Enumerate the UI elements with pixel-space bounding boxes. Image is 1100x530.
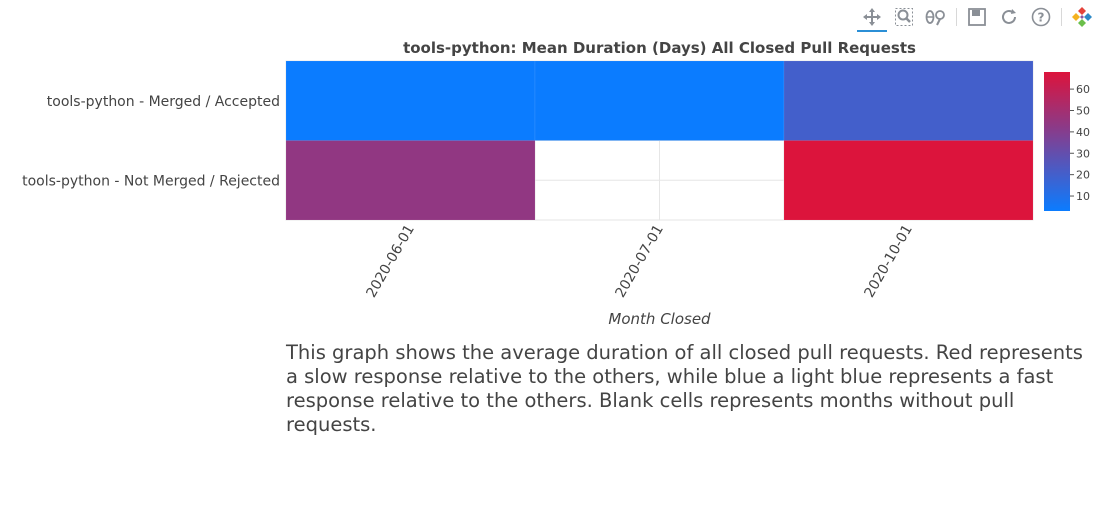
colorbar-tick-label: 50 [1076,104,1090,117]
x-tick-label: 2020-07-01 [612,222,667,300]
heatmap-cell[interactable] [534,60,785,141]
y-tick-label: tools-python - Not Merged / Rejected [22,173,280,189]
help-tool-icon[interactable]: ? [1029,5,1053,29]
pan-tool-icon[interactable] [857,5,887,32]
heatmap-cell[interactable] [285,140,536,221]
colorbar-tick-label: 30 [1076,147,1090,160]
x-tick-label: 2020-06-01 [363,222,418,300]
heatmap-cell[interactable] [783,140,1034,221]
bokeh-logo-icon[interactable] [1070,5,1094,29]
svg-text:?: ? [1038,11,1045,25]
y-tick-label: tools-python - Merged / Accepted [47,94,280,110]
wheel-zoom-tool-icon[interactable] [924,5,948,29]
heatmap-cell[interactable] [285,60,536,141]
colorbar-tick-label: 60 [1076,83,1090,96]
heatmap-chart: tools-python: Mean Duration (Days) All C… [22,39,1090,328]
toolbar-separator [956,8,957,26]
colorbar [1044,72,1070,211]
save-tool-icon[interactable] [965,5,989,29]
x-axis-label: Month Closed [608,310,711,328]
reset-tool-icon[interactable] [997,5,1021,29]
colorbar-tick-label: 20 [1076,169,1090,182]
colorbar-tick-label: 10 [1076,190,1090,203]
box-zoom-tool-icon[interactable] [892,5,916,29]
colorbar-tick-label: 40 [1076,126,1090,139]
x-tick-label: 2020-10-01 [861,222,916,300]
heatmap-cell[interactable] [783,60,1034,141]
chart-description: This graph shows the average duration of… [286,341,1083,436]
toolbar-separator [1061,8,1062,26]
chart-title: tools-python: Mean Duration (Days) All C… [403,39,916,57]
chart-toolbar: ? [857,4,1094,32]
